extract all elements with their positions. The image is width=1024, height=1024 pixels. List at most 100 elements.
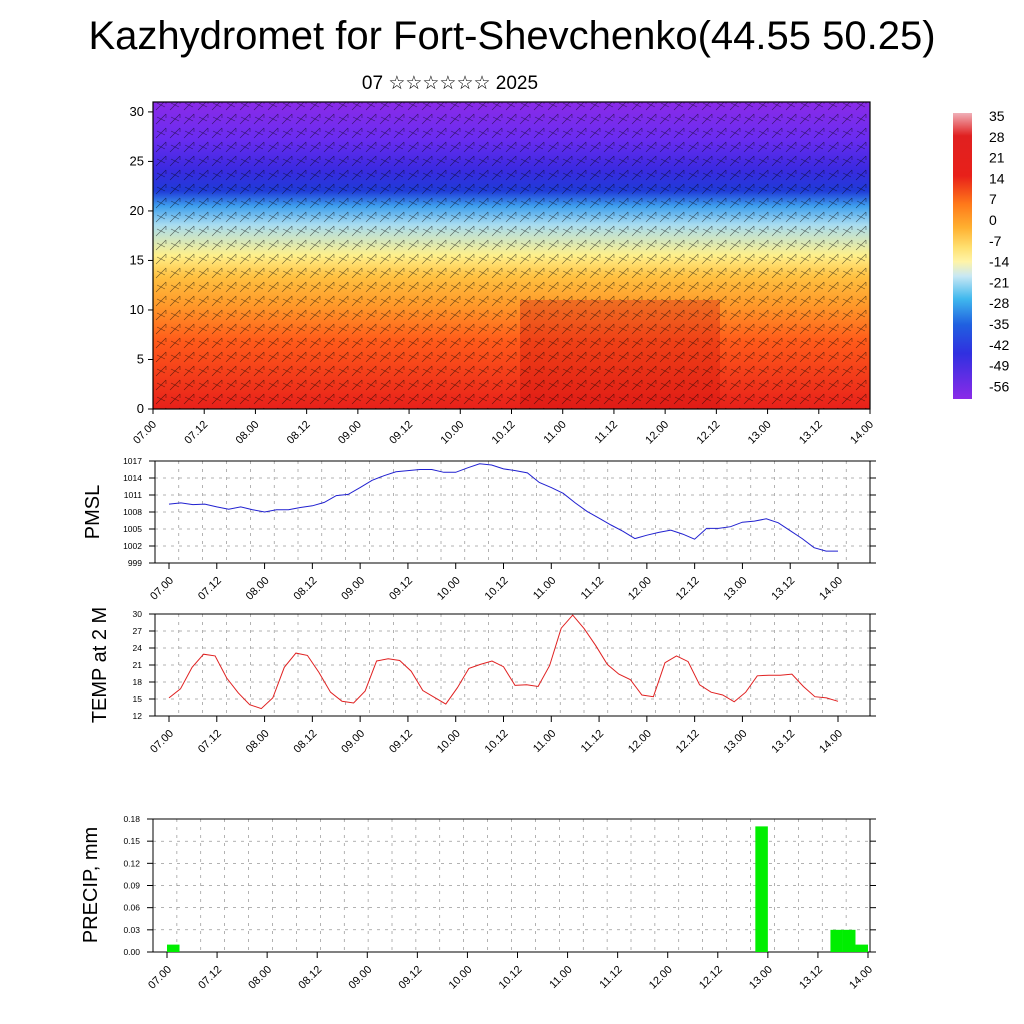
heatmap-ytick-label: 5	[137, 351, 144, 366]
pmsl-panel: PMSL 1017 1014 1011 1008 1005 1002 999 07.00 07…	[82, 456, 876, 603]
temp-xtick-label: 12.12	[674, 728, 702, 756]
colorbar-label: -21	[989, 274, 1009, 290]
pmsl-ytick-label: 999	[128, 558, 142, 568]
colorbar-fill	[953, 113, 972, 399]
pmsl-ytick-label: 1005	[123, 524, 142, 534]
colorbar-label: 7	[989, 191, 997, 207]
cross-section-wind-barbs	[153, 102, 870, 409]
pmsl-ytick-label: 1008	[123, 507, 142, 517]
pmsl-xtick-label: 12.12	[674, 575, 702, 603]
heatmap-xtick-label: 09.00	[336, 419, 364, 447]
precip-ytick-label: 0.03	[123, 925, 140, 935]
precip-ytick-label: 0.15	[123, 836, 140, 846]
pmsl-series-line	[168, 463, 838, 552]
heatmap-xtick-label: 13.00	[746, 419, 774, 447]
precip-xtick-label: 13.12	[797, 964, 825, 992]
colorbar-label: 14	[989, 170, 1005, 186]
temp-ytick-label: 30	[133, 609, 143, 619]
precip-bar	[855, 944, 868, 952]
temp-panel: TEMP at 2 M 30 27 24 21 18 15 12 07.00 07.12 08.…	[89, 607, 876, 756]
heatmap-ytick-label: 10	[130, 302, 144, 317]
pmsl-ytick-label: 1017	[123, 456, 142, 466]
temp-xtick-label: 11.00	[531, 728, 558, 755]
heatmap-xtick-label: 10.00	[438, 419, 466, 447]
temp-ytick-label: 27	[133, 626, 143, 636]
pmsl-ytick-label: 1014	[123, 473, 142, 483]
temp-xtick-label: 08.00	[244, 728, 272, 756]
temp-ytick-label: 24	[133, 643, 143, 653]
temp-xtick-label: 07.00	[148, 728, 176, 756]
heatmap-xtick-label: 10.12	[490, 419, 518, 447]
heatmap-xtick-label: 14.00	[848, 419, 876, 447]
precip-bar	[842, 929, 856, 952]
precip-xtick-label: 13.00	[747, 964, 775, 992]
temp-xtick-label: 09.00	[339, 728, 367, 756]
temp-xtick-label: 13.00	[722, 728, 750, 756]
temp-xtick-label: 13.12	[769, 728, 797, 756]
temp-ytick-label: 15	[133, 694, 143, 704]
precip-xtick-label: 09.12	[397, 964, 425, 992]
colorbar-label: -28	[989, 295, 1009, 311]
cross-section-panel: 0 5 10 15 20 25 30 07.00 07.12 08.00 08.12 09.00 09…	[130, 101, 876, 447]
heatmap-xtick-label: 11.12	[593, 419, 620, 446]
precip-ytick-label: 0.18	[123, 814, 140, 824]
temp-xtick-label: 12.00	[626, 728, 654, 756]
precip-bar	[167, 944, 180, 952]
colorbar-label: 21	[989, 150, 1005, 166]
colorbar: 35 28 21 14 7 0 -7 -14 -21 -28 -35 -42 -49 -56	[953, 108, 1009, 399]
pmsl-xtick-label: 08.00	[244, 575, 272, 603]
precip-ytick-label: 0.09	[123, 881, 140, 891]
pmsl-xtick-label: 14.00	[817, 575, 845, 603]
precip-ytick-label: 0.12	[123, 858, 140, 868]
temp-series-line	[168, 614, 839, 710]
precip-ytick-label: 0.06	[123, 903, 140, 913]
precip-xtick-label: 11.00	[547, 964, 574, 991]
heatmap-ytick-label: 20	[130, 203, 144, 218]
precip-xtick-label: 08.12	[296, 964, 324, 992]
precip-xtick-label: 10.12	[497, 964, 525, 992]
heatmap-ytick-label: 0	[137, 401, 144, 416]
precip-xtick-label: 10.00	[447, 964, 475, 992]
temp-xtick-label: 08.12	[292, 728, 320, 756]
colorbar-label: 35	[989, 108, 1005, 124]
pmsl-xtick-label: 10.00	[435, 575, 463, 603]
temp-xtick-label: 14.00	[817, 728, 845, 756]
colorbar-label: -49	[989, 358, 1009, 374]
colorbar-label: 0	[989, 212, 997, 228]
temp-ylabel: TEMP at 2 M	[89, 607, 111, 723]
pmsl-xtick-label: 10.12	[483, 575, 511, 603]
heatmap-xtick-label: 12.12	[695, 419, 723, 447]
pmsl-ytick-label: 1002	[123, 541, 142, 551]
precip-xtick-label: 07.00	[146, 964, 174, 992]
colorbar-label: -14	[989, 254, 1009, 270]
colorbar-label: 28	[989, 129, 1005, 145]
precip-xtick-label: 12.00	[647, 964, 675, 992]
colorbar-label: -42	[989, 337, 1009, 353]
pmsl-xtick-label: 07.00	[148, 575, 176, 603]
precip-xtick-label: 11.12	[597, 964, 624, 991]
pmsl-xtick-label: 13.00	[722, 575, 750, 603]
colorbar-label: -7	[989, 233, 1002, 249]
temp-ytick-label: 21	[133, 660, 143, 670]
colorbar-label: -35	[989, 316, 1009, 332]
precip-xtick-label: 09.00	[346, 964, 374, 992]
temp-xtick-label: 10.12	[483, 728, 511, 756]
heatmap-xtick-label: 08.00	[234, 419, 262, 447]
precip-ylabel: PRECIP, mm	[80, 827, 102, 943]
precip-xtick-label: 08.00	[246, 964, 274, 992]
colorbar-label: -56	[989, 378, 1009, 394]
temp-ytick-label: 12	[133, 711, 143, 721]
heatmap-xtick-label: 12.00	[643, 419, 671, 447]
heatmap-ytick-label: 25	[130, 153, 144, 168]
pmsl-xtick-label: 12.00	[626, 575, 654, 603]
pmsl-xtick-label: 11.00	[531, 575, 558, 602]
precip-xtick-label: 14.00	[847, 964, 875, 992]
temp-xtick-label: 10.00	[435, 728, 463, 756]
precip-bar	[830, 929, 843, 952]
pmsl-xtick-label: 09.00	[339, 575, 367, 603]
heatmap-xtick-label: 07.00	[131, 419, 159, 447]
pmsl-xtick-label: 07.12	[196, 575, 224, 603]
pmsl-ylabel: PMSL	[82, 485, 104, 539]
pmsl-ytick-label: 1011	[124, 490, 143, 500]
